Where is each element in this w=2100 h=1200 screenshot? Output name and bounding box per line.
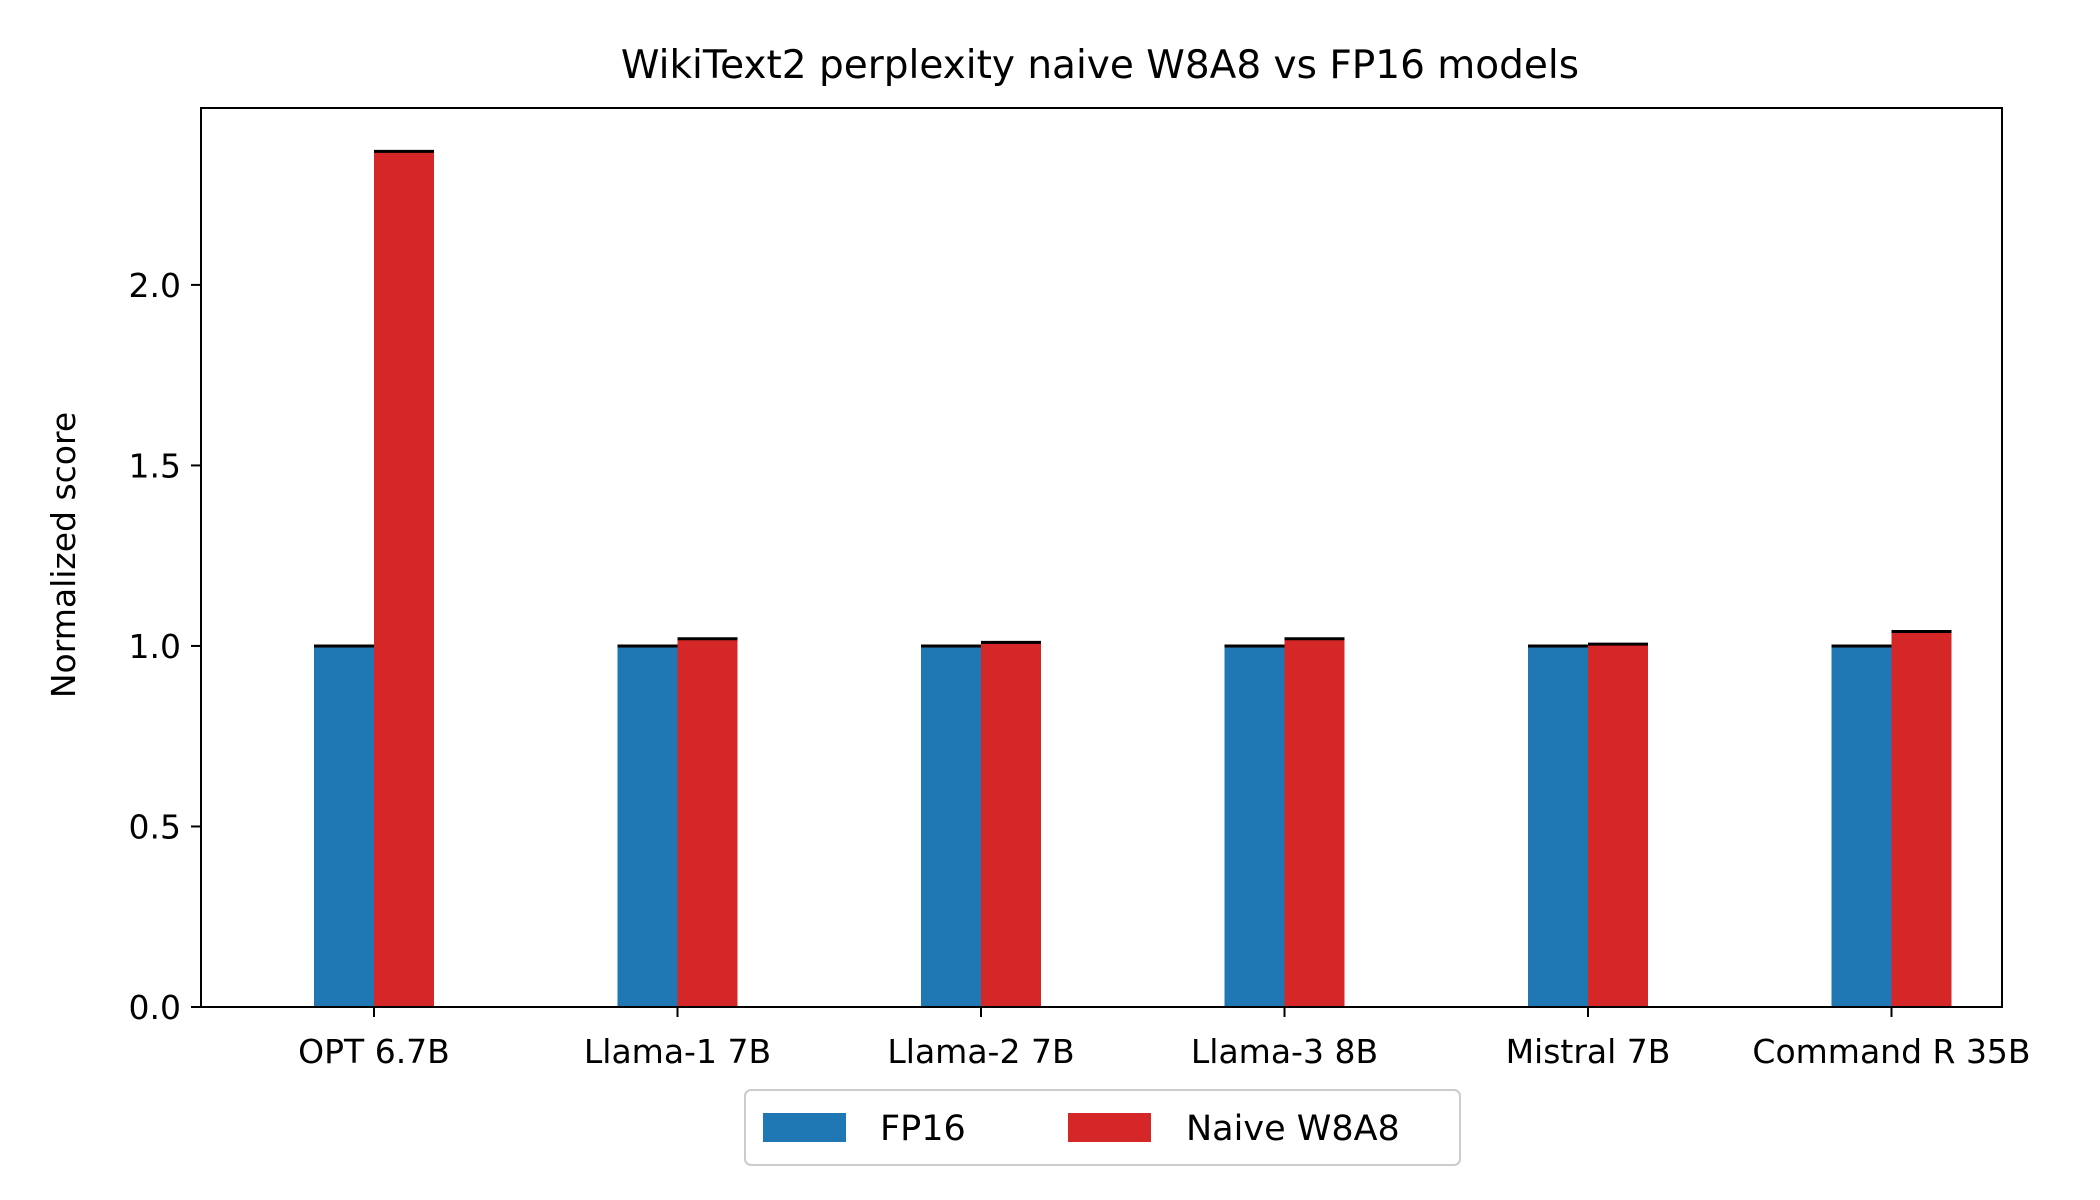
bar-naive-w8a8-mistral-7b [1588, 644, 1648, 1007]
y-tick-label-0: 0.0 [129, 988, 181, 1027]
x-tick-label-llama-2-7b: Llama-2 7B [887, 1032, 1074, 1071]
x-axis: OPT 6.7B Llama-1 7B Llama-2 7B Llama-3 8B Mi… [298, 1007, 2031, 1071]
bar-naive-w8a8-opt-6-7b [374, 151, 434, 1007]
legend-label-fp16: FP16 [880, 1109, 966, 1149]
x-tick-label-command-r-35b: Command R 35B [1752, 1032, 2030, 1071]
legend-label-naive-w8a8: Naive W8A8 [1186, 1109, 1400, 1149]
x-tick-label-mistral-7b: Mistral 7B [1506, 1032, 1671, 1071]
bar-fp16-llama-1-7b [617, 645, 678, 1007]
x-tick-label-opt-6-7b: OPT 6.7B [298, 1032, 450, 1071]
bar-fp16-llama-2-7b [921, 645, 981, 1007]
bar-naive-w8a8-llama-3-8b [1284, 638, 1345, 1007]
y-tick-label-3: 1.5 [129, 446, 181, 485]
x-tick-label-llama-1-7b: Llama-1 7B [584, 1032, 771, 1071]
legend: FP16 Naive W8A8 [744, 1089, 1461, 1166]
y-axis-label: Normalized score [44, 412, 83, 698]
legend-swatch-naive-w8a8 [1068, 1113, 1151, 1142]
x-tick-label-llama-3-8b: Llama-3 8B [1191, 1032, 1378, 1071]
legend-swatch-fp16 [763, 1113, 846, 1142]
y-tick-label-1: 0.5 [129, 807, 181, 846]
bar-fp16-opt-6-7b [314, 645, 374, 1007]
plot-frame [200, 107, 2003, 1008]
bars [314, 151, 1952, 1007]
bar-naive-w8a8-llama-2-7b [981, 642, 1041, 1007]
y-tick-label-2: 1.0 [129, 627, 181, 666]
y-axis: 0.0 0.5 1.0 1.5 2.0 [129, 266, 201, 1027]
bar-naive-w8a8-command-r-35b [1891, 631, 1952, 1007]
bar-fp16-command-r-35b [1831, 645, 1892, 1007]
bar-fp16-llama-3-8b [1224, 645, 1285, 1007]
bar-caps [314, 149, 1952, 648]
bar-fp16-mistral-7b [1528, 645, 1588, 1007]
chart-title: WikiText2 perplexity naive W8A8 vs FP16 … [621, 43, 1579, 88]
y-tick-label-4: 2.0 [129, 266, 181, 305]
bar-naive-w8a8-llama-1-7b [677, 638, 738, 1007]
